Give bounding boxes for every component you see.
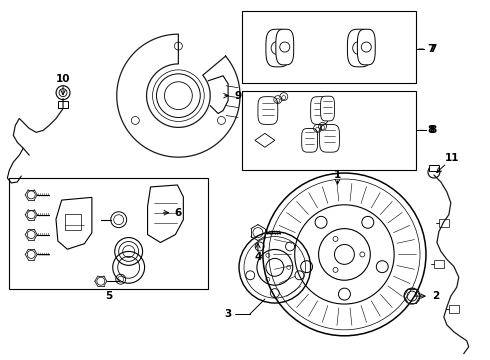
- Text: 8: 8: [427, 125, 435, 135]
- Text: 9: 9: [235, 91, 242, 101]
- Text: 5: 5: [105, 291, 112, 301]
- Bar: [434, 260, 444, 268]
- Polygon shape: [319, 125, 340, 152]
- Polygon shape: [258, 96, 278, 125]
- Text: 8: 8: [419, 125, 436, 135]
- Text: 7: 7: [419, 44, 436, 54]
- Text: 2: 2: [432, 291, 440, 301]
- Text: 11: 11: [444, 153, 459, 163]
- Polygon shape: [266, 29, 290, 67]
- Text: 6: 6: [175, 208, 182, 218]
- Polygon shape: [147, 185, 183, 243]
- Polygon shape: [276, 29, 294, 65]
- Bar: [429, 165, 439, 171]
- Text: 4: 4: [254, 252, 262, 262]
- Bar: [439, 219, 449, 227]
- Bar: [242, 11, 416, 83]
- Text: 7: 7: [427, 44, 435, 54]
- Polygon shape: [302, 129, 318, 152]
- Bar: [9, 178, 208, 289]
- Polygon shape: [56, 197, 92, 249]
- Bar: [449, 305, 459, 313]
- Polygon shape: [255, 133, 275, 147]
- Polygon shape: [357, 29, 375, 65]
- Polygon shape: [320, 96, 335, 121]
- Text: 10: 10: [56, 74, 70, 84]
- Polygon shape: [347, 29, 371, 67]
- Bar: [58, 100, 68, 108]
- Bar: [66, 214, 80, 230]
- Text: 3: 3: [224, 309, 232, 319]
- Text: 1: 1: [334, 170, 341, 180]
- Bar: [242, 91, 416, 170]
- Polygon shape: [311, 96, 328, 125]
